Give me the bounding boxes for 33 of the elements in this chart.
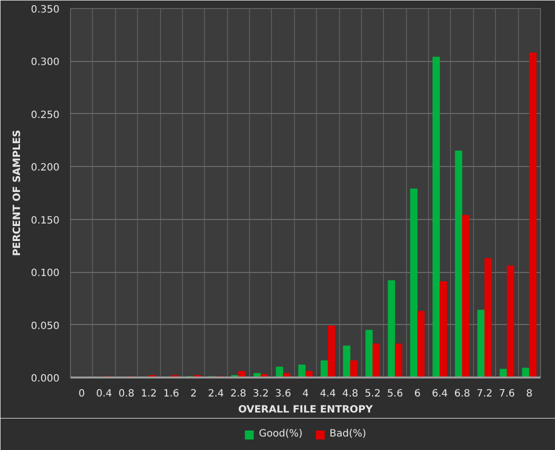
x-tick-label: 0.4 <box>96 388 112 400</box>
legend-label: Good(%) <box>258 428 302 440</box>
x-tick-label: 1.2 <box>140 388 157 400</box>
x-tick-label: 4.8 <box>342 388 358 400</box>
x-tick-label: 4 <box>302 388 309 400</box>
x-tick-label: 5.2 <box>364 388 381 400</box>
y-tick-label: 0.300 <box>30 57 60 68</box>
x-tick-label: 7.6 <box>498 388 515 400</box>
y-axis-title: PERCENT OF SAMPLES <box>12 130 23 256</box>
x-tick-label: 3.6 <box>275 388 292 400</box>
x-tick-label: 0 <box>78 388 85 400</box>
x-tick-label: 0.8 <box>118 388 134 400</box>
y-tick-label: 0.200 <box>30 162 60 174</box>
x-tick-label: 2.4 <box>208 388 224 400</box>
y-tick-label: 0.150 <box>30 215 60 226</box>
x-tick-label: 4.4 <box>320 388 336 400</box>
x-tick-label: 8 <box>526 388 533 400</box>
y-tick-label: 0.000 <box>30 374 60 384</box>
y-tick-label: 0.100 <box>30 268 60 280</box>
x-tick-label: 2.8 <box>230 388 246 400</box>
x-tick-label: 2 <box>190 388 197 400</box>
x-tick-label: 6.4 <box>432 388 448 400</box>
x-tick-label: 1.6 <box>163 388 180 400</box>
x-tick-label: 6 <box>414 388 421 400</box>
y-tick-label: 0.050 <box>30 320 60 332</box>
x-tick-label: 6.8 <box>454 388 470 400</box>
x-tick-label: 5.6 <box>387 388 403 400</box>
x-tick-label: 7.2 <box>476 388 492 400</box>
y-tick-label: 0.350 <box>30 4 60 16</box>
x-tick-label: 3.2 <box>252 388 269 400</box>
y-tick-label: 0.250 <box>30 110 60 121</box>
x-axis-title: OVERALL FILE ENTROPY <box>238 404 374 416</box>
legend-label: Bad(%) <box>330 428 366 440</box>
